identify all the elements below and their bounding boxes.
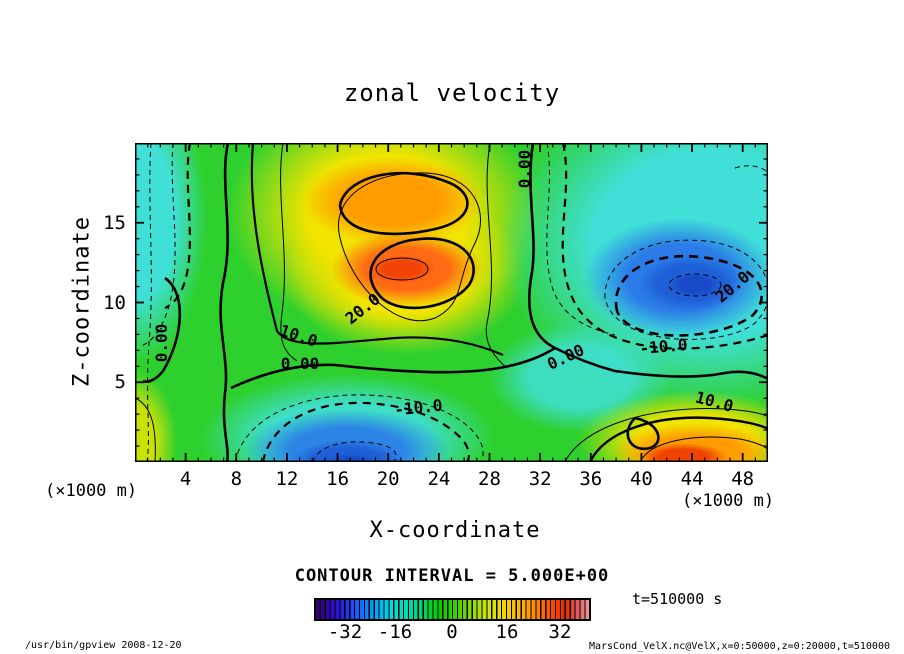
contour-lines — [135, 143, 768, 462]
x-tick-label: 24 — [427, 468, 451, 490]
y-tick-label: 10 — [103, 292, 126, 314]
x-tick-label: 32 — [528, 468, 552, 490]
y-tick-label: 15 — [103, 212, 126, 234]
x-axis-unit: (×1000 m) — [682, 491, 775, 511]
contour-plot: 0.00 0.00 10.0 20.0 0.00 -10.0 20.0 -10.… — [133, 141, 770, 464]
contour-label: 0.00 — [281, 354, 320, 373]
x-tick-label: 44 — [680, 468, 704, 490]
colorbar-tick-label: -32 — [327, 621, 363, 643]
x-tick-label: 40 — [629, 468, 653, 490]
x-tick-label: 20 — [376, 468, 400, 490]
page-title: zonal velocity — [343, 79, 561, 107]
x-tick-label: 12 — [275, 468, 299, 490]
contour-label: -10.0 — [639, 335, 689, 358]
contour-label: 0.00 — [515, 150, 534, 189]
contour-field-canvas: 0.00 0.00 10.0 20.0 0.00 -10.0 20.0 -10.… — [133, 141, 770, 464]
x-axis-label: X-coordinate — [369, 518, 541, 543]
x-tick-label: 16 — [326, 468, 350, 490]
x-tick-label: 28 — [478, 468, 501, 490]
x-tick-label: 8 — [230, 468, 243, 490]
x-tick-label: 4 — [179, 468, 192, 490]
colorbar — [314, 598, 591, 621]
y-axis-label: Z-coordinate — [69, 216, 95, 387]
colorbar-tick-label: -16 — [377, 621, 413, 643]
colorbar-tick-label: 32 — [548, 621, 572, 643]
colorbar-tick-label: 0 — [446, 621, 458, 643]
contour-interval-text: CONTOUR INTERVAL = 5.000E+00 — [294, 566, 610, 586]
y-tick-label: 5 — [114, 371, 126, 393]
color-field — [135, 143, 768, 462]
command-path-text: /usr/bin/gpview 2008-12-20 — [25, 640, 182, 651]
y-axis-unit: (×1000 m) — [45, 481, 138, 501]
colorbar-tick-label: 16 — [495, 621, 519, 643]
dataset-info-text: MarsCond_VelX.nc@VelX,x=0:50000,z=0:2000… — [588, 641, 890, 652]
contour-label: 0.00 — [152, 324, 171, 363]
x-tick-label: 48 — [731, 468, 755, 490]
x-tick-label: 36 — [579, 468, 603, 490]
contour-label: -10.0 — [393, 396, 443, 420]
time-text: t=510000 s — [632, 590, 723, 608]
